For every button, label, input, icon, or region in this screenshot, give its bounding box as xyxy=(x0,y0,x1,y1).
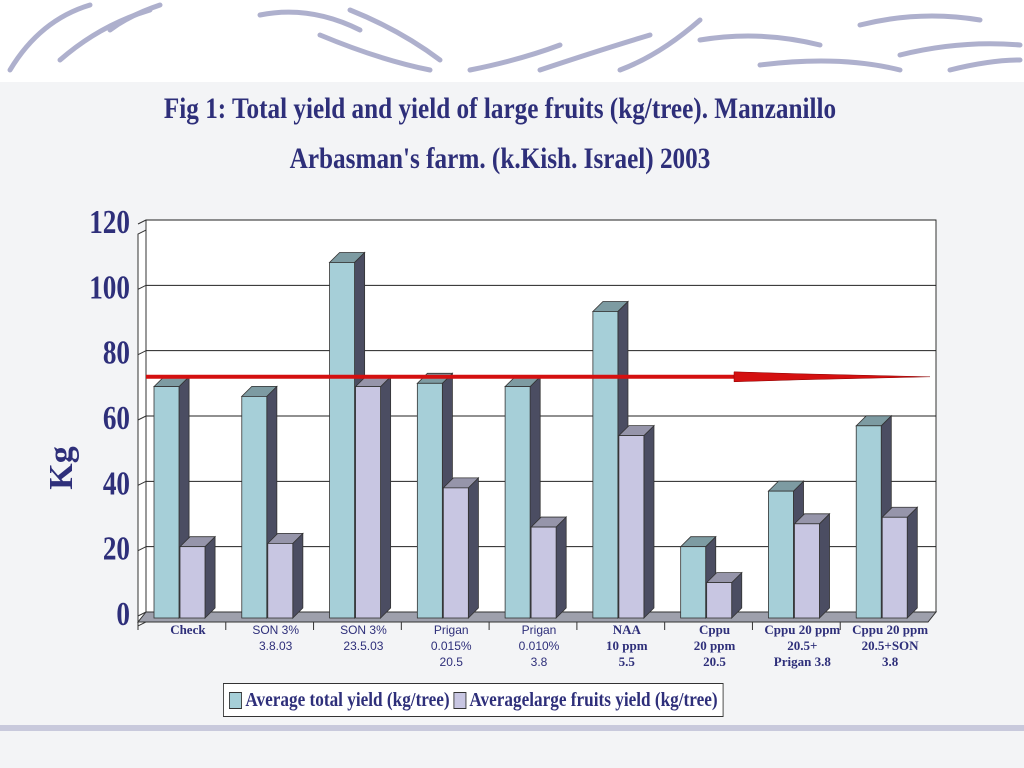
x-tick-label-1-0: SON 3% xyxy=(252,623,299,637)
legend-label-series2: Averagelarge fruits yield (kg/tree) xyxy=(469,688,718,711)
bar-series2-0 xyxy=(179,546,206,619)
left-wall xyxy=(137,229,147,627)
bar-series2-4 xyxy=(530,526,557,619)
y-tick-20 xyxy=(137,546,147,552)
x-tick-label-3-0: Prigan xyxy=(434,623,469,637)
x-tick-label-2-1: 23.5.03 xyxy=(343,639,383,653)
x-tick-label-0-0: Check xyxy=(170,622,206,637)
bar-series2-3 xyxy=(442,487,469,619)
x-tick-label-2-0: SON 3% xyxy=(340,623,387,637)
chart-title-line-1: Fig 1: Total yield and yield of large fr… xyxy=(163,92,837,125)
x-tick-label-7-2: Prigan 3.8 xyxy=(774,654,832,669)
legend-swatch-series1 xyxy=(229,691,242,709)
bar-series1-3 xyxy=(416,382,443,619)
y-tick-120 xyxy=(137,219,147,225)
y-tick-label-60: 60 xyxy=(103,399,130,437)
x-tick-label-1-1: 3.8.03 xyxy=(259,639,293,653)
x-tick-label-6-1: 20 ppm xyxy=(694,638,736,653)
bar-series2-8 xyxy=(881,516,908,619)
bar-series2-7 xyxy=(794,523,820,619)
x-tick-label-6-0: Cppu xyxy=(699,622,730,637)
y-tick-label-100: 100 xyxy=(89,269,130,307)
y-tick-40 xyxy=(137,480,147,486)
bar-series2-3-side xyxy=(467,476,479,619)
x-tick-label-7-0: Cppu 20 ppm xyxy=(764,622,840,637)
y-tick-label-40: 40 xyxy=(103,465,130,503)
bar-series2-2-side xyxy=(380,375,392,619)
x-tick-label-3-1: 0.015% xyxy=(431,639,472,653)
bar-series1-1 xyxy=(241,395,268,619)
bar-series2-2 xyxy=(355,386,381,619)
y-tick-60 xyxy=(137,415,147,421)
bar-series1-4 xyxy=(504,386,531,619)
x-tick-label-8-1: 20.5+SON xyxy=(862,638,919,653)
y-tick-label-0: 0 xyxy=(116,595,130,633)
bar-series2-6 xyxy=(706,582,733,619)
x-tick-label-3-2: 20.5 xyxy=(440,655,464,669)
bar-series1-0 xyxy=(153,386,180,619)
bar-series1-5 xyxy=(592,311,619,619)
reference-arrow-head xyxy=(733,371,931,383)
legend: Average total yield (kg/tree) Averagelar… xyxy=(223,683,724,717)
bar-series2-5 xyxy=(618,435,645,619)
bar-series2-8-side xyxy=(906,506,918,619)
x-tick-label-4-2: 3.8 xyxy=(531,655,548,669)
chart-title-line-2: Arbasman's farm. (k.Kish. Israel) 2003 xyxy=(289,142,711,175)
bar-series2-7-side xyxy=(819,512,830,619)
bar-series1-8 xyxy=(855,425,882,619)
bar-series1-6 xyxy=(680,546,707,619)
y-tick-100 xyxy=(137,284,147,290)
bar-series2-1 xyxy=(267,543,294,619)
x-tick-label-8-0: Cppu 20 ppm xyxy=(852,622,928,637)
y-tick-label-20: 20 xyxy=(103,530,130,568)
bar-series1-7 xyxy=(768,490,794,619)
legend-label-series1: Average total yield (kg/tree) xyxy=(245,688,450,711)
bar-series2-0-side xyxy=(204,535,216,619)
y-tick-label-80: 80 xyxy=(103,334,130,372)
x-tick-label-5-0: NAA xyxy=(613,622,642,637)
bar-series1-2 xyxy=(329,262,355,619)
x-tick-label-7-1: 20.5+ xyxy=(787,638,817,653)
y-axis-label: Kg xyxy=(43,446,80,489)
x-tick-label-5-2: 5.5 xyxy=(619,654,636,669)
bar-series2-1-side xyxy=(292,532,304,619)
y-tick-80 xyxy=(137,350,147,356)
bar-series2-4-side xyxy=(555,516,567,619)
chart-title: Fig 1: Total yield and yield of large fr… xyxy=(130,84,869,184)
y-tick-0 xyxy=(137,611,147,617)
x-tick-label-4-0: Prigan xyxy=(522,623,557,637)
x-tick-label-8-2: 3.8 xyxy=(882,654,899,669)
x-tick-label-5-1: 10 ppm xyxy=(606,638,648,653)
x-tick-label-4-1: 0.010% xyxy=(519,639,560,653)
bar-series2-5-side xyxy=(643,424,655,619)
legend-swatch-series2 xyxy=(453,691,466,709)
y-tick-label-120: 120 xyxy=(89,203,130,241)
x-tick-label-6-2: 20.5 xyxy=(703,654,726,669)
